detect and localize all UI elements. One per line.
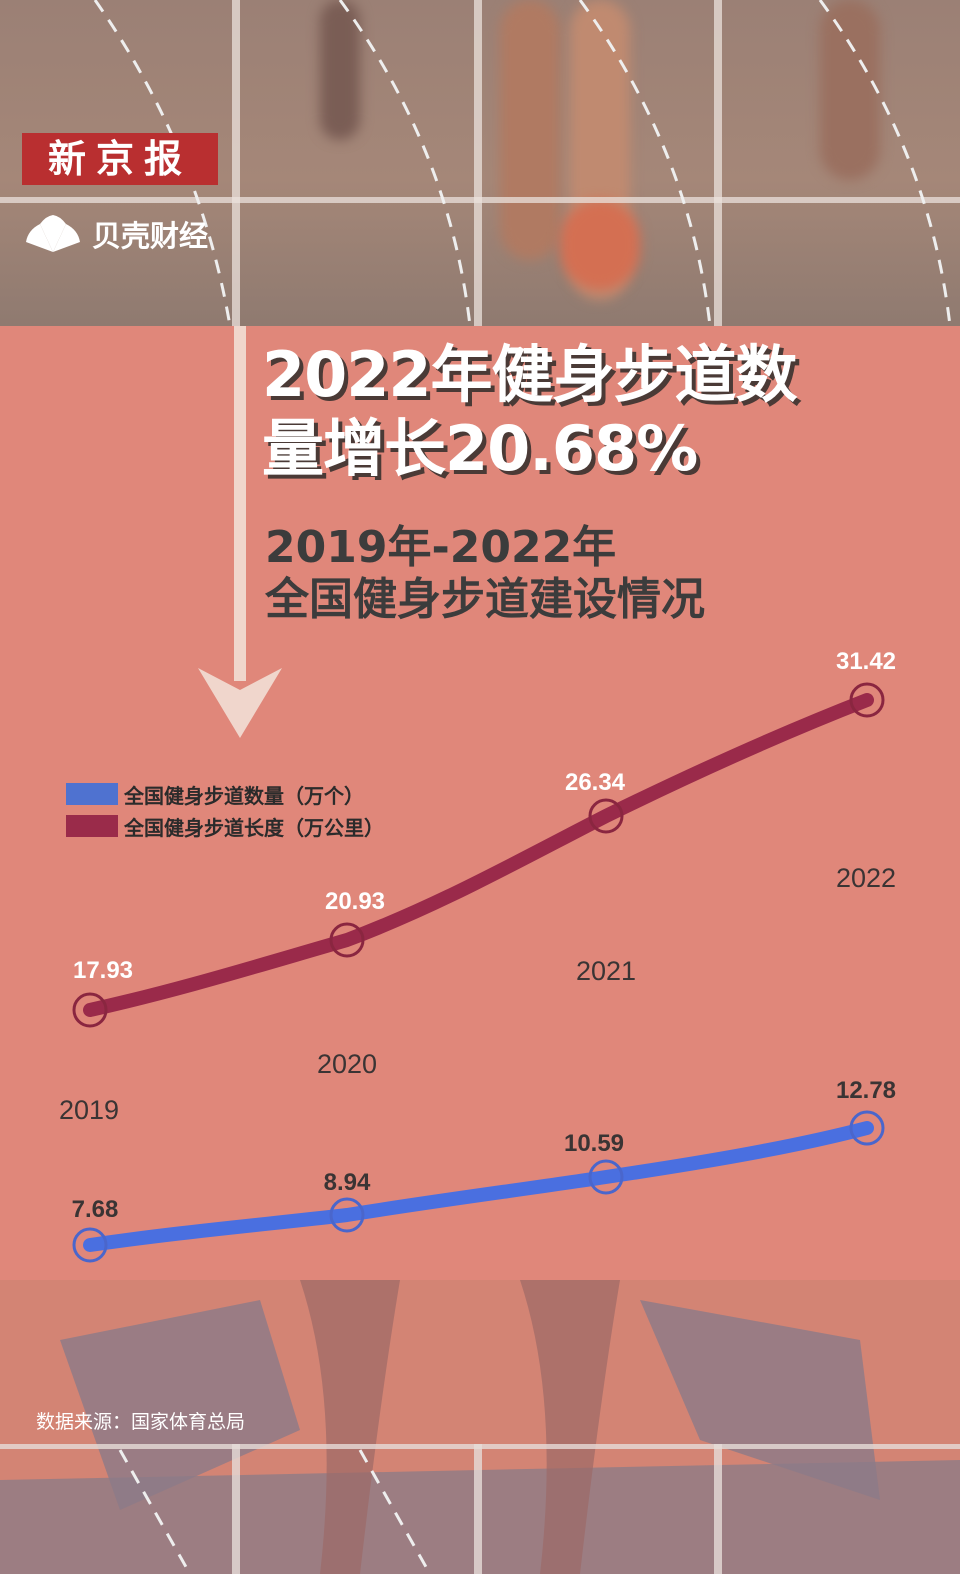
arrow-shaft [234,326,246,681]
runner-shoe [560,200,640,290]
headline-line-1: 2022年健身步道数 [262,338,798,411]
legend-item-count: 全国健身步道数量（万个） [66,778,384,810]
lane-line [714,0,722,326]
hero-photo: 新京报 贝壳财经 [0,0,960,326]
length-label-2019: 17.93 [73,957,133,984]
length-label-2020: 20.93 [325,888,385,915]
headline-line-2: 量增长20.68% [262,412,698,485]
chart-title-line-1: 2019年-2022年 [265,522,617,573]
legend-label: 全国健身步道长度（万公里） [124,815,384,840]
x-tick-2020: 2020 [317,1049,377,1079]
legend-item-length: 全国健身步道长度（万公里） [66,810,384,842]
legend-label: 全国健身步道数量（万个） [124,783,364,808]
runner-leg [820,0,880,180]
x-tick-2021: 2021 [576,956,636,986]
length-point-2021 [588,798,624,834]
runners-illustration [0,1280,960,1574]
data-source: 数据来源：国家体育总局 [36,1411,246,1433]
chart-title-line-2: 全国健身步道建设情况 [265,574,705,625]
length-point-2022 [849,682,885,718]
legend-swatch-red [66,815,118,837]
runner-leg [500,0,560,260]
count-series-line [83,1121,874,1252]
count-label-2021: 10.59 [564,1130,624,1157]
runner-leg [320,0,360,140]
x-tick-2019: 2019 [59,1095,119,1125]
sub-brand-text: 贝壳财经 [92,219,209,253]
length-point-2020 [329,922,365,958]
count-label-2020: 8.94 [324,1169,371,1196]
shell-icon [26,215,80,252]
chart-title: 2019年-2022年 全国健身步道建设情况 [265,522,705,626]
legend-swatch-blue [66,783,118,805]
newspaper-logo: 新京报 [22,133,218,185]
x-tick-2022: 2022 [836,863,896,893]
count-point-2022 [849,1110,885,1146]
length-label-2021: 26.34 [565,769,626,796]
lane-line [0,197,960,203]
length-label-2022: 31.42 [836,648,896,675]
length-series-line [83,693,874,1017]
count-point-2019 [72,1227,108,1263]
sub-brand-logo: 贝壳财经 [22,212,208,256]
headline: 2022年健身步道数 量增长20.68% [262,338,798,486]
chart-legend: 全国健身步道数量（万个） 全国健身步道长度（万公里） [66,778,384,842]
length-point-2019 [72,992,108,1028]
count-label-2022: 12.78 [836,1077,896,1104]
count-point-2020 [329,1197,365,1233]
count-label-2019: 7.68 [72,1196,119,1223]
arrow-down-icon [198,668,282,738]
count-point-2021 [588,1159,624,1195]
lane-line [232,0,240,326]
lane-line [474,0,482,326]
